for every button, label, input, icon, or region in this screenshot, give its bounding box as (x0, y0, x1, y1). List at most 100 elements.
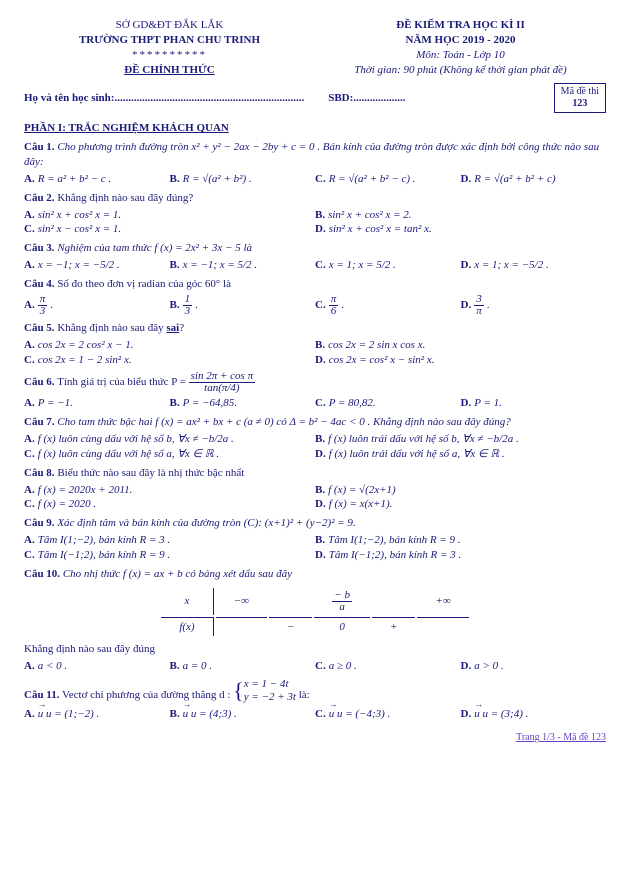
st-z: 0 (314, 617, 370, 637)
q11-cases: { x = 1 − 4t y = −2 + 3t (233, 678, 296, 704)
q5-B: cos 2x = 2 sin x cos x. (328, 338, 425, 353)
q11-text2: là: (299, 689, 310, 701)
decor: ********** (24, 48, 315, 63)
q2-A: sin² x + cos² x = 1. (38, 208, 121, 223)
q2-C: sin² x − cos² x = 1. (38, 222, 121, 237)
q10-A: a < 0 . (38, 659, 67, 674)
exam-title: ĐỀ KIỂM TRA HỌC KÌ II (315, 18, 606, 33)
q8-C: f (x) = 2020 . (38, 497, 96, 512)
q11-l1: x = 1 − 4t (244, 678, 296, 691)
q5-C: cos 2x = 1 − 2 sin² x. (38, 353, 132, 368)
q2-label: Câu 2. (24, 192, 55, 204)
question-9: Câu 9. Xác định tâm và bán kính của đườn… (24, 516, 606, 563)
official: ĐỀ CHÍNH THỨC (24, 63, 315, 78)
q8-options: A.f (x) = 2020x + 2011. B.f (x) = √(2x+1… (24, 483, 606, 513)
q10-text: Cho nhị thức f (x) = ax + b có bảng xét … (63, 568, 292, 580)
school: TRƯỜNG THPT PHAN CHU TRINH (24, 33, 315, 48)
q10-text2: Khẳng định nào sau đây đúng (24, 642, 606, 657)
st-fx: f(x) (161, 617, 213, 637)
page-footer: Trang 1/3 - Mã đề 123 (24, 731, 606, 745)
q11-A: u = (1;−2) . (46, 708, 99, 720)
q10-label: Câu 10. (24, 568, 60, 580)
q5-sai: sai (166, 322, 179, 334)
sign-table: x −∞ − ba +∞ f(x) − 0 + (159, 586, 470, 639)
q8-A: f (x) = 2020x + 2011. (38, 483, 133, 498)
q3-B: x = −1; x = 5/2 . (183, 258, 258, 273)
q8-text: Biểu thức nào sau đây là nhị thức bậc nh… (57, 467, 244, 479)
q2-text: Khẳng định nào sau đây đúng? (57, 192, 193, 204)
q7-A: f (x) luôn cùng dấu với hệ số b, ∀x ≠ −b… (38, 432, 234, 447)
question-7: Câu 7. Cho tam thức bậc hai f (x) = ax² … (24, 415, 606, 462)
q6-C: P = 80,82. (329, 396, 376, 411)
q9-options: A.Tâm I(1;−2), bán kính R = 3 . B.Tâm I(… (24, 533, 606, 563)
q1-C: R = √(a² + b² − c) . (329, 172, 416, 187)
q7-text: Cho tam thức bậc hai f (x) = ax² + bx + … (57, 416, 510, 428)
sbd-field: SBD:................... (328, 91, 405, 106)
q10-C: a ≥ 0 . (329, 659, 357, 674)
section-1-title: PHẦN I: TRẮC NGHIỆM KHÁCH QUAN (24, 121, 606, 136)
question-4: Câu 4. Số đo theo đơn vị radian của góc … (24, 277, 606, 317)
st-x: x (161, 588, 213, 615)
question-10: Câu 10. Cho nhị thức f (x) = ax + b có b… (24, 567, 606, 674)
q8-B: f (x) = √(2x+1) (328, 483, 396, 498)
q3-label: Câu 3. (24, 242, 55, 254)
q6-text: Tính giá trị của biểu thức P = (57, 376, 186, 388)
question-5: Câu 5. Khẳng định nào sau đây sai? A.cos… (24, 321, 606, 368)
q3-A: x = −1; x = −5/2 . (38, 258, 120, 273)
q11-text: Vectơ chỉ phương của đường thẳng d : (62, 689, 230, 701)
q11-l2: y = −2 + 3t (244, 691, 296, 704)
st-mi: −∞ (216, 588, 267, 615)
code-value: 123 (561, 98, 599, 110)
name-field: Họ và tên học sinh:.....................… (24, 91, 304, 106)
header-left: SỞ GD&ĐT ĐẮK LẮK TRƯỜNG THPT PHAN CHU TR… (24, 18, 315, 77)
q5-text2: ? (179, 322, 184, 334)
q7-B: f (x) luôn trái dấu với hệ số b, ∀x ≠ −b… (328, 432, 519, 447)
question-2: Câu 2. Khẳng định nào sau đây đúng? A.si… (24, 191, 606, 238)
q2-D: sin² x + cos² x = tan² x. (329, 222, 432, 237)
q9-A: Tâm I(1;−2), bán kính R = 3 . (38, 533, 170, 548)
student-row: Họ và tên học sinh:.....................… (24, 83, 606, 113)
q1-label: Câu 1. (24, 141, 55, 153)
year: NĂM HỌC 2019 - 2020 (315, 33, 606, 48)
q10-options: A.a < 0 . B.a = 0 . C.a ≥ 0 . D.a > 0 . (24, 659, 606, 674)
q9-D: Tâm I(−1;2), bán kính R = 3 . (329, 548, 461, 563)
q5-label: Câu 5. (24, 322, 55, 334)
duration: Thời gian: 90 phút (Không kể thời gian p… (315, 63, 606, 78)
q10-D: a > 0 . (474, 659, 503, 674)
header-right: ĐỀ KIỂM TRA HỌC KÌ II NĂM HỌC 2019 - 202… (315, 18, 606, 77)
doc-header: SỞ GD&ĐT ĐẮK LẮK TRƯỜNG THPT PHAN CHU TR… (24, 18, 606, 77)
q1-A: R = a² + b² − c . (38, 172, 111, 187)
q7-options: A.f (x) luôn cùng dấu với hệ số b, ∀x ≠ … (24, 432, 606, 462)
q2-options: A.sin² x + cos² x = 1. B.sin² x + cos² x… (24, 208, 606, 238)
q2-B: sin² x + cos² x = 2. (328, 208, 411, 223)
question-6: Câu 6. Tính giá trị của biểu thức P = si… (24, 371, 606, 411)
q8-label: Câu 8. (24, 467, 55, 479)
question-3: Câu 3. Nghiệm của tam thức f (x) = 2x² +… (24, 241, 606, 273)
q7-D: f (x) luôn trái dấu với hệ số a, ∀x ∈ ℝ … (329, 447, 505, 462)
q6-D: P = 1. (474, 396, 502, 411)
q11-options: A.u u = (1;−2) . B.u u = (4;3) . C.u u =… (24, 707, 606, 722)
q3-C: x = 1; x = 5/2 . (329, 258, 396, 273)
exam-code-box: Mã đề thi 123 (554, 83, 606, 113)
q10-B: a = 0 . (183, 659, 212, 674)
q5-text: Khẳng định nào sau đây (57, 322, 166, 334)
question-8: Câu 8. Biểu thức nào sau đây là nhị thức… (24, 466, 606, 513)
question-11: Câu 11. Vectơ chỉ phương của đường thẳng… (24, 678, 606, 721)
q9-text: Xác định tâm và bán kính của đường tròn … (57, 517, 355, 529)
q9-C: Tâm I(−1;2), bán kính R = 9 . (38, 548, 170, 563)
q11-D: u = (3;4) . (482, 708, 528, 720)
q1-B: R = √(a² + b²) . (183, 172, 252, 187)
q1-text: Cho phương trình đường tròn x² + y² − 2a… (24, 141, 599, 168)
subject: Môn: Toán - Lớp 10 (315, 48, 606, 63)
q11-C: u = (−4;3) . (337, 708, 390, 720)
q7-C: f (x) luôn cùng dấu với hệ số a, ∀x ∈ ℝ … (38, 447, 219, 462)
q4-options: A.π3. B.13. C.π6. D.3π. (24, 294, 606, 317)
q9-B: Tâm I(1;−2), bán kính R = 9 . (328, 533, 460, 548)
q5-D: cos 2x = cos² x − sin² x. (329, 353, 435, 368)
dept: SỞ GD&ĐT ĐẮK LẮK (24, 18, 315, 33)
q3-D: x = 1; x = −5/2 . (474, 258, 549, 273)
q4-text: Số đo theo đơn vị radian của góc 60° là (57, 278, 231, 290)
st-p: + (372, 617, 415, 637)
q1-D: R = √(a² + b² + c) (474, 172, 555, 187)
q3-options: A.x = −1; x = −5/2 . B.x = −1; x = 5/2 .… (24, 258, 606, 273)
